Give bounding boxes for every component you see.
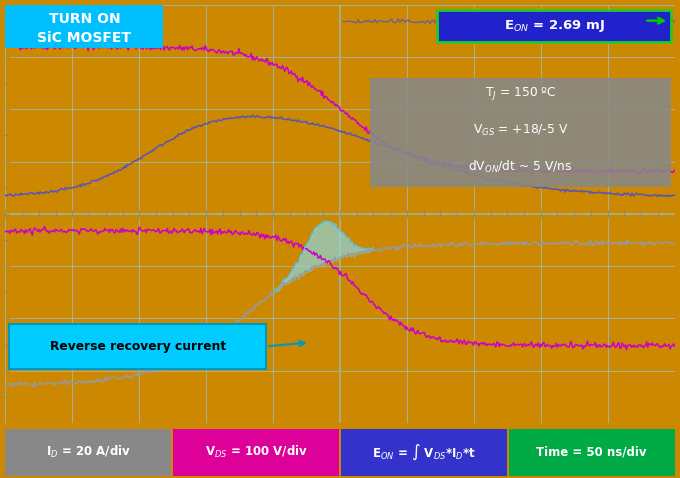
Bar: [370, 78, 671, 187]
Text: E$_{ON}$ = ∫ V$_{DS}$*I$_D$*t: E$_{ON}$ = ∫ V$_{DS}$*I$_D$*t: [372, 443, 476, 462]
Bar: [9, 324, 267, 369]
Text: Time = 50 ns/div: Time = 50 ns/div: [537, 445, 647, 459]
Text: I$_D$ = 20 A/div: I$_D$ = 20 A/div: [46, 444, 131, 460]
Text: Reverse recovery current: Reverse recovery current: [50, 340, 226, 353]
Text: dV$_{ON}$/dt ~ 5 V/ns: dV$_{ON}$/dt ~ 5 V/ns: [469, 159, 573, 175]
Text: SiC MOSFET: SiC MOSFET: [37, 31, 131, 45]
Text: V$_{GS}$ = +18/-5 V: V$_{GS}$ = +18/-5 V: [473, 123, 568, 138]
Text: E$_{ON}$ = 2.69 mJ: E$_{ON}$ = 2.69 mJ: [504, 18, 605, 34]
Text: V$_{DS}$ = 100 V/div: V$_{DS}$ = 100 V/div: [205, 444, 307, 460]
Text: TURN ON: TURN ON: [48, 12, 120, 26]
Bar: [437, 10, 671, 43]
Bar: [5, 5, 163, 48]
Text: T$_J$ = 150 ºC: T$_J$ = 150 ºC: [485, 85, 556, 102]
